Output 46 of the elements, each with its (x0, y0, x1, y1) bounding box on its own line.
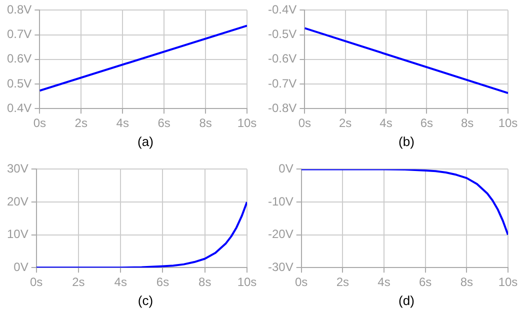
text: (d) (398, 293, 416, 308)
x-tick-label: 10s (237, 275, 257, 290)
x-tick-label: 6s (420, 116, 434, 130)
y-tick-label: 0.6V (7, 52, 32, 66)
y-tick-label: -20V (268, 227, 294, 242)
y-tick-label: 30V (6, 162, 28, 176)
x-tick-label: 4s (378, 275, 390, 290)
x-tick-label: 4s (116, 116, 129, 130)
x-tick-label: 0s (33, 116, 46, 130)
y-tick-label: 10V (6, 227, 28, 242)
y-tick-label: -30V (268, 260, 294, 274)
text: (b) (398, 134, 416, 149)
text: (a) (136, 134, 154, 149)
y-tick-label: -10V (268, 194, 294, 208)
x-tick-label: 4s (380, 116, 392, 130)
text: (c) (136, 293, 154, 308)
x-tick-label: 2s (339, 116, 352, 130)
y-tick-label: 20V (6, 194, 28, 208)
y-tick-label: -0.8V (268, 100, 297, 115)
x-tick-label: 4s (114, 275, 127, 290)
x-tick-label: 2s (72, 275, 85, 290)
x-tick-label: 10s (498, 116, 518, 130)
x-tick-label: 6s (158, 116, 170, 130)
y-tick-label: 0.7V (7, 27, 32, 42)
x-tick-label: 6s (418, 275, 432, 290)
x-tick-label: 10s (498, 275, 518, 290)
x-tick-label: 0s (295, 275, 308, 290)
x-tick-label: 6s (156, 275, 170, 290)
y-tick-label: 0.5V (7, 76, 32, 90)
x-tick-label: 0s (30, 275, 43, 290)
x-tick-label: 8s (198, 275, 212, 290)
x-tick-label: 8s (460, 275, 474, 290)
y-tick-label: -0.7V (268, 76, 297, 90)
y-tick-label: 0V (278, 162, 294, 176)
x-tick-label: 10s (237, 116, 257, 130)
x-tick-label: 2s (74, 116, 88, 130)
y-tick-label: 0.8V (7, 2, 32, 17)
x-tick-label: 8s (460, 116, 474, 130)
y-tick-label: -0.5V (268, 27, 297, 42)
y-tick-label: -0.4V (268, 2, 297, 17)
y-tick-label: 0V (14, 260, 28, 274)
y-tick-label: 0.4V (7, 100, 32, 115)
x-tick-label: 8s (199, 116, 212, 130)
x-tick-label: 0s (298, 116, 312, 130)
x-tick-label: 2s (336, 275, 350, 290)
y-tick-label: -0.6V (268, 52, 297, 66)
